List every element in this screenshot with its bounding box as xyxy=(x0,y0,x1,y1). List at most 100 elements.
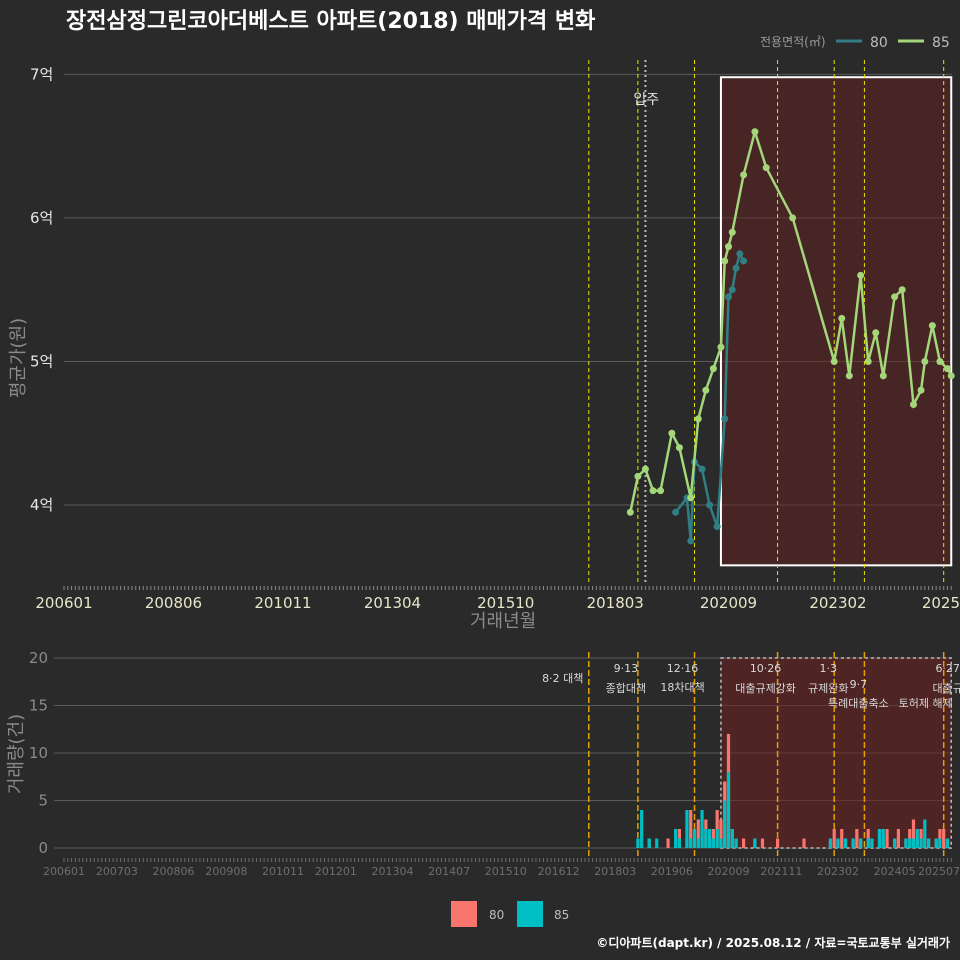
move-in-annotation: 입주 xyxy=(633,92,659,108)
bar-85 xyxy=(696,838,700,848)
series-point-80 xyxy=(740,257,748,265)
top-y-tick-label: 5억 xyxy=(30,352,53,370)
series-point-85 xyxy=(641,465,649,473)
series-point-80 xyxy=(732,264,740,272)
bottom-y-tick-label: 15 xyxy=(29,697,48,715)
series-point-80 xyxy=(706,501,714,509)
legend-label-85: 85 xyxy=(932,35,950,51)
series-point-85 xyxy=(626,508,634,516)
series-point-85 xyxy=(649,487,657,495)
series-point-85 xyxy=(675,444,683,452)
chart-title: 장전삼정그린코아더베스트 아파트(2018) 매매가격 변화 xyxy=(66,9,595,34)
series-point-80 xyxy=(724,293,732,301)
bar-85 xyxy=(926,838,931,848)
top-highlight-region xyxy=(719,76,953,567)
bar-85 xyxy=(866,838,870,848)
bottom-policy-lines xyxy=(588,652,945,858)
series-point-85 xyxy=(872,329,880,337)
bottom-legend: 80 85 xyxy=(451,901,569,927)
series-point-85 xyxy=(943,365,951,373)
series-point-80 xyxy=(736,250,744,258)
policy-date-label: 6·27 xyxy=(935,662,960,675)
top-y-tick-label: 6억 xyxy=(30,209,53,227)
bar-85 xyxy=(938,838,942,848)
policy-text-label: 8·2 대책 xyxy=(542,672,583,685)
top-x-tick-label: 202009 xyxy=(700,594,757,612)
bar-85 xyxy=(711,838,715,848)
bar-85 xyxy=(859,838,863,848)
bar-85 xyxy=(692,829,697,848)
policy-date-label: 1·3 xyxy=(819,662,837,675)
legend-label-80: 80 xyxy=(870,35,888,51)
series-point-85 xyxy=(921,357,929,365)
bar-80 xyxy=(760,838,765,848)
bottom-x-tick-label: 201612 xyxy=(538,865,580,878)
bar-85 xyxy=(685,810,689,848)
series-point-85 xyxy=(891,293,899,301)
policy-date-label: 12·16 xyxy=(667,662,699,675)
policy-text-label: 종합대책 xyxy=(606,682,646,695)
series-point-85 xyxy=(687,494,695,502)
policy-date-label: 9·7 xyxy=(850,678,868,691)
bar-85 xyxy=(934,838,938,848)
policy-text-label: 18차대책 xyxy=(660,681,704,694)
bar-80 xyxy=(775,838,780,848)
bar-85 xyxy=(881,829,885,848)
series-point-85 xyxy=(917,386,925,394)
bottom-x-tick-label: 201201 xyxy=(315,865,357,878)
policy-labels: 8·2 대책 9·13 종합대책 12·16 18차대책 10·26 대출규제강화 1·3 규제… xyxy=(542,662,960,710)
bar-85 xyxy=(723,800,727,848)
top-series xyxy=(626,127,955,545)
top-highlight-box xyxy=(719,76,953,567)
series-point-85 xyxy=(909,401,917,409)
bottom-x-tick-label: 202302 xyxy=(817,865,859,878)
bottom-x-tick-label: 201803 xyxy=(594,865,636,878)
bottom-legend-swatch-80 xyxy=(451,901,477,927)
bar-85 xyxy=(877,829,882,848)
bar-80 xyxy=(689,810,693,848)
series-point-85 xyxy=(898,286,906,294)
policy-text-label: 규제완화 xyxy=(808,682,848,695)
series-point-85 xyxy=(928,322,936,330)
policy-date-label: 10·26 xyxy=(750,662,782,675)
bar-85 xyxy=(908,838,912,848)
bar-80 xyxy=(911,819,916,848)
bar-85 xyxy=(719,838,723,848)
series-point-85 xyxy=(762,164,770,172)
bar-85 xyxy=(700,810,704,848)
bar-85 xyxy=(640,810,644,848)
bar-80 xyxy=(802,838,806,848)
bar-85 xyxy=(636,838,640,848)
bottom-y-tick-label: 5 xyxy=(38,792,48,810)
top-axis: 200601 200806 201011 201304 201510 201803 2020… xyxy=(35,586,960,612)
policy-text-label: 특례대출축소 xyxy=(828,697,889,710)
bar-85 xyxy=(753,838,757,848)
series-point-85 xyxy=(838,314,846,322)
bar-80 xyxy=(855,829,859,848)
bar-85 xyxy=(704,829,708,848)
series-point-85 xyxy=(709,365,717,373)
series-point-85 xyxy=(864,357,872,365)
series-point-85 xyxy=(830,357,838,365)
series-point-85 xyxy=(857,271,865,279)
bar-80 xyxy=(666,838,670,848)
bar-85 xyxy=(655,838,659,848)
bar-80 xyxy=(942,829,946,848)
bar-85 xyxy=(677,838,682,848)
bottom-x-tick-label: 202111 xyxy=(760,865,802,878)
top-legend: 전용면적(㎡) 80 85 xyxy=(760,35,950,51)
series-point-85 xyxy=(879,372,887,380)
top-x-tick-label: 201304 xyxy=(364,594,421,612)
bar-85 xyxy=(915,829,919,848)
series-point-80 xyxy=(672,508,680,516)
bottom-x-tick-label: 202009 xyxy=(707,865,749,878)
bottom-highlight-box xyxy=(720,657,952,849)
bottom-x-tick-label: 200806 xyxy=(152,865,194,878)
bottom-y-tick-label: 20 xyxy=(29,649,48,667)
bottom-legend-swatch-85 xyxy=(517,901,543,927)
series-point-80 xyxy=(713,523,721,531)
series-point-85 xyxy=(657,487,665,495)
legend-title: 전용면적(㎡) xyxy=(760,35,826,49)
bar-85 xyxy=(893,838,897,848)
top-gridlines: 4억 5억 6억 7억 xyxy=(30,65,952,514)
